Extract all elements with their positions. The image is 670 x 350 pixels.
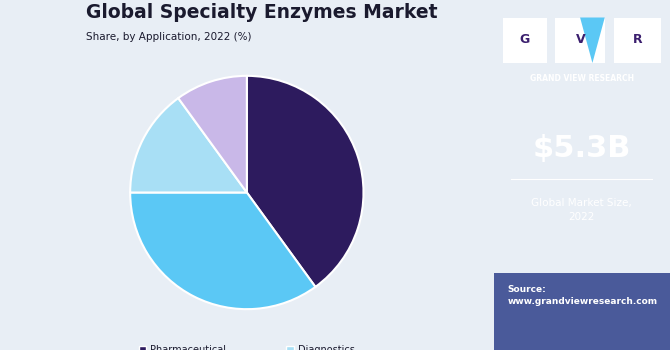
FancyBboxPatch shape bbox=[614, 18, 661, 63]
Text: R: R bbox=[632, 33, 642, 47]
Text: Share, by Application, 2022 (%): Share, by Application, 2022 (%) bbox=[86, 32, 251, 42]
Text: G: G bbox=[519, 33, 530, 47]
Text: Global Specialty Enzymes Market: Global Specialty Enzymes Market bbox=[86, 4, 438, 22]
Text: V: V bbox=[576, 33, 586, 47]
Wedge shape bbox=[130, 98, 247, 192]
Text: $5.3B: $5.3B bbox=[533, 134, 631, 163]
FancyBboxPatch shape bbox=[555, 18, 605, 63]
Text: GRAND VIEW RESEARCH: GRAND VIEW RESEARCH bbox=[530, 74, 634, 83]
Polygon shape bbox=[580, 18, 605, 63]
Wedge shape bbox=[130, 193, 316, 309]
FancyBboxPatch shape bbox=[494, 273, 670, 350]
FancyBboxPatch shape bbox=[502, 18, 547, 63]
Wedge shape bbox=[247, 76, 364, 287]
Wedge shape bbox=[178, 76, 247, 193]
Text: Source:
www.grandviewresearch.com: Source: www.grandviewresearch.com bbox=[508, 285, 658, 307]
Text: Global Market Size,
2022: Global Market Size, 2022 bbox=[531, 198, 632, 222]
Legend: Pharmaceutical, Research & Biotechnology, Diagnostics, Biocatalyst: Pharmaceutical, Research & Biotechnology… bbox=[136, 342, 358, 350]
